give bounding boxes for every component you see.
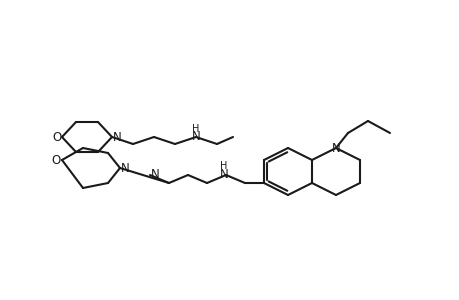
Text: O: O	[52, 130, 62, 143]
Text: H: H	[192, 124, 199, 134]
Text: N: N	[191, 130, 200, 142]
Text: H: H	[220, 161, 227, 171]
Text: N: N	[331, 142, 340, 154]
Text: N: N	[150, 169, 159, 182]
Text: N: N	[219, 167, 228, 181]
Text: N: N	[112, 130, 121, 143]
Text: N: N	[120, 161, 129, 175]
Text: O: O	[51, 154, 61, 166]
